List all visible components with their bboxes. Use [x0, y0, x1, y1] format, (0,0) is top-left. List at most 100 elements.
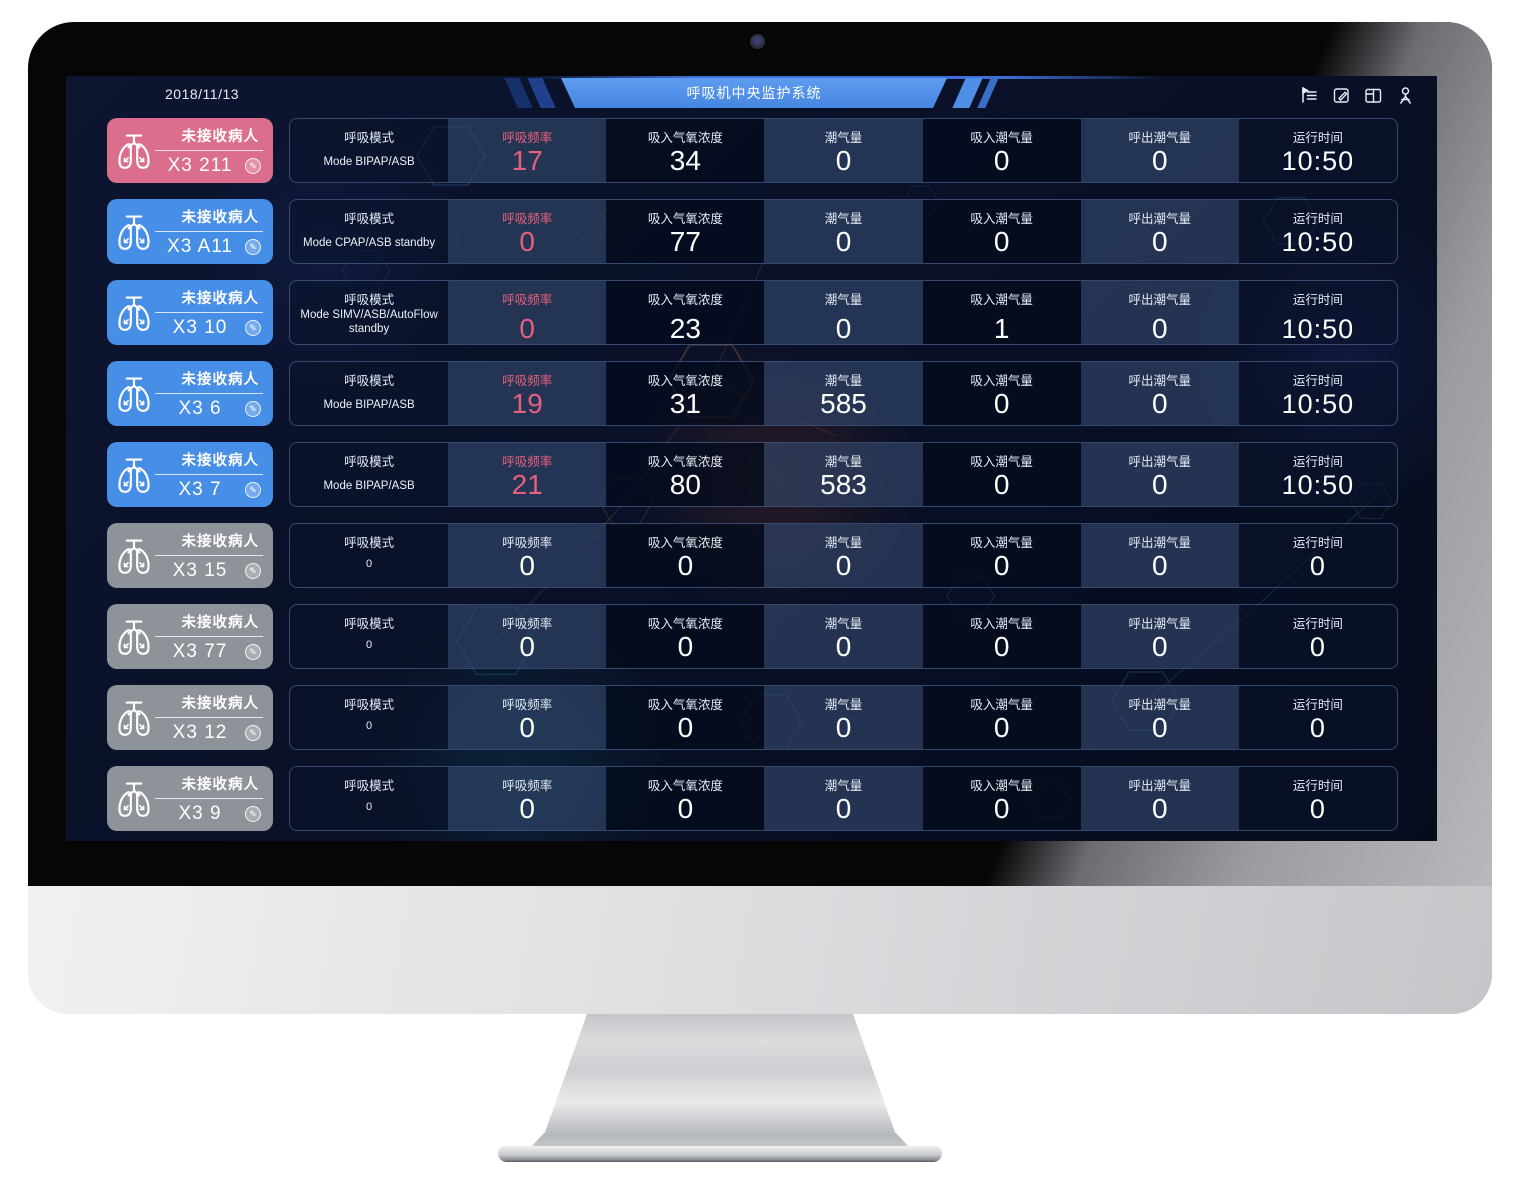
edit-badge-icon[interactable]: ✎ [245, 400, 261, 417]
cell-mode: 呼吸模式 Mode BIPAP/ASB [290, 362, 448, 425]
cell-label: 呼吸频率 [502, 536, 553, 550]
device-card[interactable]: 未接收病人 X3 15 ✎ [107, 523, 273, 588]
outline-menu-icon[interactable] [1299, 85, 1319, 105]
device-card[interactable]: 未接收病人 X3 211 ✎ [107, 118, 273, 183]
cell-label: 吸入气氧浓度 [647, 212, 723, 226]
vitals-panel: 呼吸模式 0 呼吸频率 0 吸入气氧浓度 0 潮气量 0 吸入潮气量 0 呼出潮气量 0 运行时间 0 [289, 604, 1398, 669]
cell-label: 吸入气氧浓度 [647, 374, 723, 388]
layout-columns-icon[interactable] [1363, 85, 1383, 105]
device-card[interactable]: 未接收病人 X3 6 ✎ [107, 361, 273, 426]
cell-vte: 呼出潮气量 0 [1080, 605, 1239, 668]
cell-label: 运行时间 [1292, 536, 1343, 550]
edit-document-icon[interactable] [1331, 85, 1351, 105]
edit-badge-icon[interactable]: ✎ [245, 643, 261, 660]
device-id: X3 12 [172, 721, 228, 743]
cell-label: 吸入气氧浓度 [647, 779, 723, 793]
cell-label: 吸入潮气量 [970, 212, 1033, 226]
edit-badge-icon[interactable]: ✎ [245, 319, 261, 336]
cell-rate: 呼吸频率 0 [448, 767, 607, 830]
cell-runtime: 运行时间 10:50 [1239, 281, 1397, 344]
vitals-panel: 呼吸模式 Mode CPAP/ASB standby 呼吸频率 0 吸入气氧浓度 77 潮气… [289, 199, 1398, 264]
device-card[interactable]: 未接收病人 X3 77 ✎ [107, 604, 273, 669]
cell-value: 0 [835, 793, 852, 824]
vitals-panel: 呼吸模式 0 呼吸频率 0 吸入气氧浓度 0 潮气量 0 吸入潮气量 0 呼出潮气量 0 运行时间 0 [289, 523, 1398, 588]
card-text: 未接收病人 X3 211 ✎ [155, 125, 263, 177]
cell-vt: 潮气量 0 [764, 281, 923, 344]
cell-fio2: 吸入气氧浓度 23 [606, 281, 765, 344]
device-id: X3 15 [172, 559, 228, 581]
cell-runtime: 运行时间 0 [1239, 767, 1397, 830]
patient-status-label: 未接收病人 [181, 776, 259, 793]
patient-status-label: 未接收病人 [181, 128, 259, 145]
device-row: 未接收病人 X3 10 ✎ 呼吸模式 Mode SIMV/ASB/AutoFlow… [107, 280, 1398, 345]
cell-value: 0 [519, 793, 535, 824]
device-id: X3 10 [172, 316, 228, 338]
cell-label: 呼出潮气量 [1128, 779, 1192, 793]
cell-label: 吸入潮气量 [970, 779, 1033, 793]
edit-badge-icon[interactable]: ✎ [245, 724, 261, 741]
cell-label: 吸入气氧浓度 [647, 617, 723, 631]
device-id: X3 7 [178, 478, 222, 500]
edit-badge-icon[interactable]: ✎ [245, 481, 261, 498]
cell-vte: 呼出潮气量 0 [1080, 362, 1239, 425]
cell-value: 10:50 [1281, 470, 1355, 500]
cell-value: 0 [1151, 388, 1168, 419]
cell-label: 呼吸频率 [502, 617, 553, 631]
vitals-panel: 呼吸模式 0 呼吸频率 0 吸入气氧浓度 0 潮气量 0 吸入潮气量 0 呼出潮气量 0 运行时间 0 [289, 766, 1398, 831]
cell-runtime: 运行时间 10:50 [1239, 443, 1397, 506]
device-row: 未接收病人 X3 15 ✎ 呼吸模式 0 呼吸频率 0 吸入气氧浓度 0 潮气量 0 吸入潮气量… [107, 523, 1398, 588]
cell-label: 运行时间 [1292, 374, 1343, 388]
vitals-panel: 呼吸模式 Mode BIPAP/ASB 呼吸频率 19 吸入气氧浓度 31 潮气量 585 吸入… [289, 361, 1398, 426]
cell-label: 呼吸频率 [502, 455, 553, 469]
edit-badge-icon[interactable]: ✎ [245, 238, 261, 255]
cell-mode: 呼吸模式 Mode BIPAP/ASB [290, 119, 448, 182]
cell-mode: 呼吸模式 0 [290, 686, 448, 749]
vitals-panel: 呼吸模式 Mode BIPAP/ASB 呼吸频率 21 吸入气氧浓度 80 潮气量 583 吸入… [289, 442, 1398, 507]
device-card[interactable]: 未接收病人 X3 7 ✎ [107, 442, 273, 507]
cell-mode: 呼吸模式 0 [290, 605, 448, 668]
device-id: X3 6 [178, 397, 222, 419]
cell-value: 17 [511, 145, 543, 176]
title-banner-wrap: 呼吸机中央监护系统 [66, 78, 1437, 108]
page-title: 呼吸机中央监护系统 [561, 78, 947, 108]
device-card[interactable]: 未接收病人 X3 12 ✎ [107, 685, 273, 750]
cell-label: 运行时间 [1292, 698, 1343, 712]
cell-value: 19 [511, 388, 543, 419]
vitals-panel: 呼吸模式 Mode SIMV/ASB/AutoFlow standby 呼吸频率 0 吸… [289, 280, 1398, 345]
cell-label: 吸入潮气量 [970, 617, 1033, 631]
cell-vt: 潮气量 583 [764, 443, 923, 506]
cell-label: 呼吸模式 [344, 617, 395, 631]
cell-label: 呼吸频率 [502, 779, 553, 793]
card-divider [155, 635, 263, 637]
user-icon[interactable] [1395, 85, 1415, 105]
device-card[interactable]: 未接收病人 X3 A11 ✎ [107, 199, 273, 264]
cell-label: 呼出潮气量 [1128, 131, 1192, 145]
cell-value: Mode SIMV/ASB/AutoFlow standby [300, 309, 438, 336]
cell-value: 0 [519, 712, 535, 743]
edit-badge-icon[interactable]: ✎ [245, 562, 261, 579]
lungs-icon [113, 212, 155, 252]
device-row: 未接收病人 X3 9 ✎ 呼吸模式 0 呼吸频率 0 吸入气氧浓度 0 潮气量 0 吸入潮气量 0… [107, 766, 1398, 831]
edit-badge-icon[interactable]: ✎ [245, 805, 261, 822]
cell-value: 0 [366, 558, 373, 571]
device-card[interactable]: 未接收病人 X3 10 ✎ [107, 280, 273, 345]
cell-fio2: 吸入气氧浓度 0 [606, 767, 765, 830]
device-id: X3 A11 [167, 235, 233, 257]
cell-value: 0 [993, 631, 1010, 662]
device-id: X3 211 [167, 154, 233, 176]
monitor-stand [530, 1014, 910, 1148]
cell-label: 呼出潮气量 [1128, 536, 1192, 550]
cell-vt: 潮气量 0 [764, 200, 923, 263]
cell-value: 0 [519, 226, 535, 257]
edit-badge-icon[interactable]: ✎ [245, 157, 261, 174]
device-card[interactable]: 未接收病人 X3 9 ✎ [107, 766, 273, 831]
card-divider [155, 392, 263, 394]
cell-mode: 呼吸模式 Mode SIMV/ASB/AutoFlow standby [290, 281, 448, 344]
cell-vti: 吸入潮气量 0 [922, 524, 1081, 587]
monitoring-screen: 2018/11/13 呼吸机中央监护系统 [66, 76, 1437, 841]
patient-status-label: 未接收病人 [181, 290, 259, 307]
card-text: 未接收病人 X3 77 ✎ [155, 611, 263, 663]
cell-value: 0 [835, 226, 852, 257]
cell-value: 0 [366, 720, 373, 733]
card-divider [155, 311, 263, 313]
